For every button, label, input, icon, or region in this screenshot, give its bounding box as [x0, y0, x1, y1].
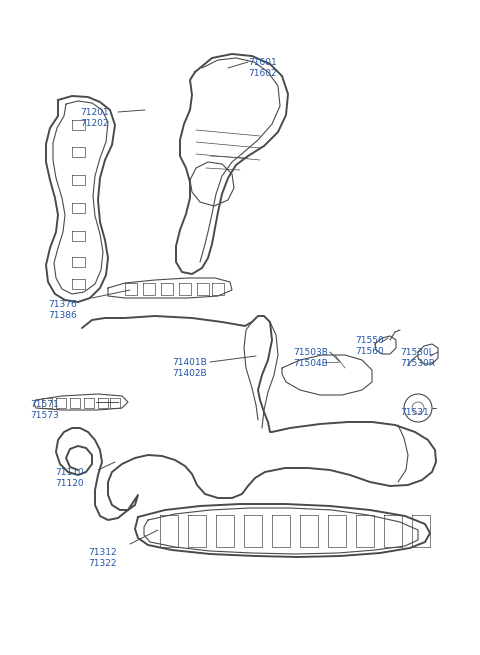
- Text: 71531: 71531: [400, 408, 429, 417]
- Text: 71401B
71402B: 71401B 71402B: [172, 358, 207, 379]
- Text: 71201
71202: 71201 71202: [80, 108, 108, 128]
- Text: 71601
71602: 71601 71602: [248, 58, 277, 79]
- Text: 71503B
71504B: 71503B 71504B: [293, 348, 328, 369]
- Text: 71110
71120: 71110 71120: [55, 468, 84, 489]
- Text: 71376
71386: 71376 71386: [48, 300, 77, 320]
- Text: 71312
71322: 71312 71322: [88, 548, 117, 569]
- Text: 71571
71573: 71571 71573: [30, 400, 59, 421]
- Text: 71530L
71530R: 71530L 71530R: [400, 348, 435, 369]
- Text: 71550
71560: 71550 71560: [355, 336, 384, 356]
